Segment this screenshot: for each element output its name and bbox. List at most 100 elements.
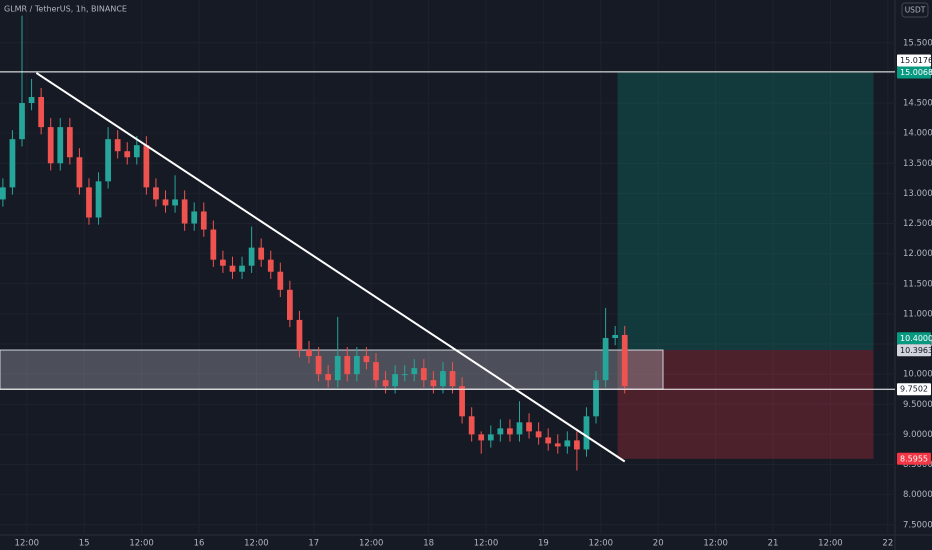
y-tick-label: 10.0000 [903,370,932,380]
candle-body [306,350,312,357]
x-tick-label: 17 [308,539,319,549]
candle-body [593,380,599,417]
price-tag [897,54,931,67]
candle-body [28,96,35,104]
candle-body [554,443,561,447]
candle-body [9,139,16,188]
candle-body [516,422,523,435]
candle-body [325,374,332,381]
candle-body [248,247,255,266]
candle-body [526,422,532,432]
price-tag [897,344,931,357]
price-tag-label: 10.3963 [900,346,932,355]
candle-body [277,271,284,290]
price-tag [897,332,931,345]
price-tag-label: 9.7502 [900,385,928,394]
y-tick-label: 9.5000 [903,400,932,410]
x-tick-label: 18 [423,539,434,549]
candle-body [0,187,6,200]
currency-box[interactable] [901,2,929,18]
y-tick-label: 13.5000 [903,159,932,169]
candle-body [497,428,504,435]
candle-body [220,259,226,266]
candle-body [602,337,609,381]
x-tick-label: 22 [882,539,893,549]
position-target-zone [617,72,874,351]
y-tick-label: 8.0000 [903,490,932,500]
x-tick-label: 12:00 [15,539,40,549]
candle-body [267,259,274,272]
candle-body [430,380,437,387]
candle-body [57,127,64,164]
candle-body [124,151,131,158]
x-tick-label: 19 [538,539,549,549]
candle-body [133,145,140,158]
candle-body [363,356,370,363]
candle-body [468,416,475,435]
axes: 7.5000 8.0000 8.5000 9.0000 9.5000 10.0000 10.… [15,38,932,548]
x-tick-label: 12:00 [589,539,614,549]
x-tick-label: 20 [653,539,664,549]
candle-body [507,428,513,435]
candle-body [612,334,619,338]
y-tick-label: 7.5000 [903,520,932,530]
candle-body [172,199,178,206]
candle-body [344,356,351,375]
x-tick-label: 12:00 [244,539,269,549]
price-tag-label: 8.5955 [900,454,928,463]
candle-body [373,362,379,381]
candle-body [229,265,236,272]
candle-body [459,386,465,417]
candle-body [564,440,571,447]
y-tick-label: 8.5000 [903,460,932,470]
drawings [0,72,874,459]
drawings [0,71,895,463]
support-zone [0,349,664,390]
candle-body [478,434,485,441]
x-tick-label: 12:00 [818,539,843,549]
candles [0,15,628,471]
candle-body [621,334,628,387]
price-tag-label: 15.0068 [900,68,932,77]
y-tick-label: 12.5000 [903,219,932,229]
x-tick-label: 12:00 [474,539,499,549]
x-tick-label: 16 [194,539,205,549]
candle-body [95,181,102,218]
currency-label[interactable]: USDT [905,6,926,15]
x-tick-label: 21 [768,539,779,549]
candle-body [287,289,293,320]
price-tag-label: 10.4000 [900,334,932,343]
trend-line [35,72,626,463]
candle-body [38,96,45,128]
y-tick-label: 9.0000 [903,430,932,440]
candle-body [181,199,188,224]
candle-body [191,211,198,224]
position-stop-zone [617,350,874,459]
candle-body [47,127,54,164]
candle-body [114,139,121,152]
candle-body [105,139,111,182]
candle-body [258,247,265,260]
candle-body [420,368,427,381]
candle-body [583,416,590,450]
y-tick-label: 12.0000 [903,249,932,259]
chart-title: GLMR / TetherUS, 1h, BINANCE [4,5,127,14]
candle-body [153,187,159,200]
candle-body [66,127,73,158]
candle-body [535,431,542,438]
candle-body [296,319,303,351]
x-tick-label: 12:00 [129,539,154,549]
candle-body [487,434,494,441]
candle-body [86,187,92,218]
x-tick-label: 12:00 [359,539,384,549]
y-tick-label: 11.0000 [903,309,932,319]
candle-body [574,440,580,450]
y-tick-label: 11.5000 [903,279,932,289]
candle-body [392,374,398,387]
y-tick-label: 15.5000 [903,38,932,48]
candle-body [76,157,83,188]
candle-body [334,356,341,381]
